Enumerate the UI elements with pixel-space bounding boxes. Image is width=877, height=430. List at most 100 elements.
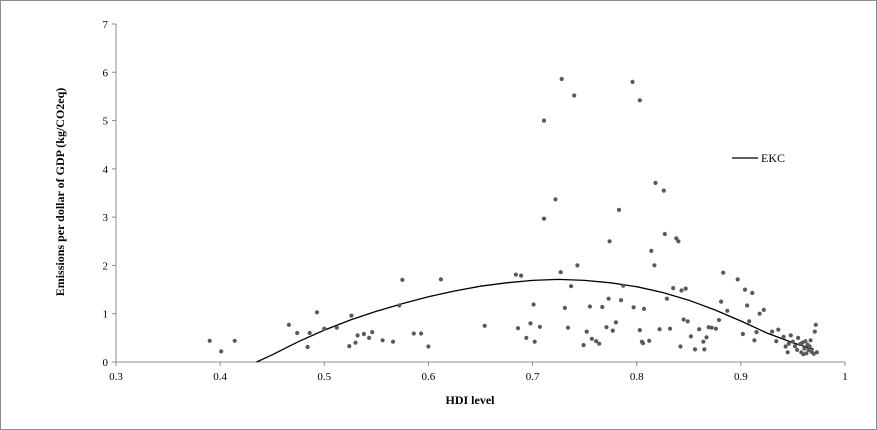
data-point xyxy=(702,347,707,352)
data-point xyxy=(678,344,683,349)
data-point xyxy=(559,76,564,82)
data-point xyxy=(621,283,626,288)
data-point xyxy=(619,298,624,303)
data-point xyxy=(353,340,358,345)
data-point xyxy=(685,319,690,324)
data-point xyxy=(716,317,722,323)
data-point xyxy=(587,304,593,309)
data-point xyxy=(788,333,793,338)
data-point xyxy=(683,286,688,291)
data-point xyxy=(750,290,755,296)
legend: EKC xyxy=(732,151,785,165)
data-point xyxy=(745,303,750,308)
data-point xyxy=(426,344,431,349)
data-points xyxy=(207,76,820,357)
data-point xyxy=(713,326,719,331)
data-point xyxy=(367,335,372,340)
data-point xyxy=(305,344,310,350)
data-point xyxy=(397,303,402,308)
data-point xyxy=(641,306,647,311)
data-point xyxy=(679,288,684,293)
data-point xyxy=(792,344,798,349)
x-tick-label: 0.7 xyxy=(526,371,540,383)
data-point xyxy=(589,336,595,341)
ekc-curve xyxy=(256,278,814,363)
data-point xyxy=(295,330,300,336)
data-point xyxy=(532,339,537,344)
data-point xyxy=(806,347,811,352)
data-point xyxy=(754,330,759,335)
data-point xyxy=(796,335,801,340)
data-point xyxy=(631,305,636,310)
data-point xyxy=(541,216,547,221)
data-point xyxy=(314,310,320,315)
data-point xyxy=(558,270,563,275)
data-point xyxy=(667,326,673,331)
data-point xyxy=(735,277,740,282)
data-point xyxy=(813,322,818,327)
data-point xyxy=(752,338,757,343)
data-point xyxy=(721,270,726,275)
data-point xyxy=(803,339,808,344)
y-tick-label: 5 xyxy=(103,116,109,128)
y-tick-label: 7 xyxy=(103,19,109,31)
x-axis-title: HDI level xyxy=(446,393,496,407)
x-tick-label: 0.3 xyxy=(109,371,123,383)
data-point xyxy=(581,343,586,348)
data-point xyxy=(349,313,354,318)
data-point xyxy=(594,339,599,344)
data-point xyxy=(790,339,796,344)
data-point xyxy=(697,327,702,332)
data-point xyxy=(597,341,602,346)
data-point xyxy=(807,344,812,349)
data-point xyxy=(390,339,396,344)
x-tick-label: 1 xyxy=(842,371,848,383)
data-point xyxy=(600,304,605,310)
data-point xyxy=(637,328,642,333)
data-point xyxy=(537,324,543,329)
data-point xyxy=(613,320,619,325)
x-tick-label: 0.6 xyxy=(422,371,436,383)
data-point xyxy=(630,79,635,84)
data-point xyxy=(232,338,237,343)
data-point xyxy=(572,93,577,98)
data-point xyxy=(706,325,711,330)
data-point xyxy=(704,335,709,340)
x-tick-label: 0.9 xyxy=(734,371,748,383)
x-tick-label: 0.5 xyxy=(317,371,331,383)
data-point xyxy=(438,277,443,282)
data-point xyxy=(411,331,416,336)
data-point xyxy=(604,325,609,330)
data-point xyxy=(692,347,698,352)
data-point xyxy=(347,344,352,349)
data-point xyxy=(674,236,679,241)
data-point xyxy=(661,188,666,193)
x-tick-label: 0.8 xyxy=(630,371,644,383)
data-point xyxy=(681,317,686,322)
legend-label-ekc: EKC xyxy=(761,151,785,165)
y-tick-label: 1 xyxy=(103,309,109,321)
data-point xyxy=(804,351,809,356)
x-tick-label: 0.4 xyxy=(213,371,227,383)
data-point xyxy=(671,286,676,291)
data-point xyxy=(657,327,662,332)
data-point xyxy=(307,330,312,336)
data-point xyxy=(607,239,612,244)
data-point xyxy=(649,248,654,253)
data-point xyxy=(785,350,790,355)
data-point xyxy=(355,333,360,338)
data-point xyxy=(814,350,820,355)
data-point xyxy=(482,323,487,328)
data-point xyxy=(652,263,657,268)
data-point xyxy=(575,263,580,268)
y-axis-title: Emissions per dollar of GDP (kg/CO2eq) xyxy=(53,88,67,297)
ekc-curve-layer xyxy=(256,278,814,363)
y-tick-label: 3 xyxy=(103,212,109,224)
y-tick-label: 2 xyxy=(103,260,109,272)
data-point xyxy=(801,352,806,357)
tick-labels: 0.3 0.4 0.5 0.6 0.7 0.8 0.9 1 0 1 2 3 4 5 6 7 xyxy=(103,19,848,383)
data-point xyxy=(616,207,622,212)
data-point xyxy=(207,338,212,343)
